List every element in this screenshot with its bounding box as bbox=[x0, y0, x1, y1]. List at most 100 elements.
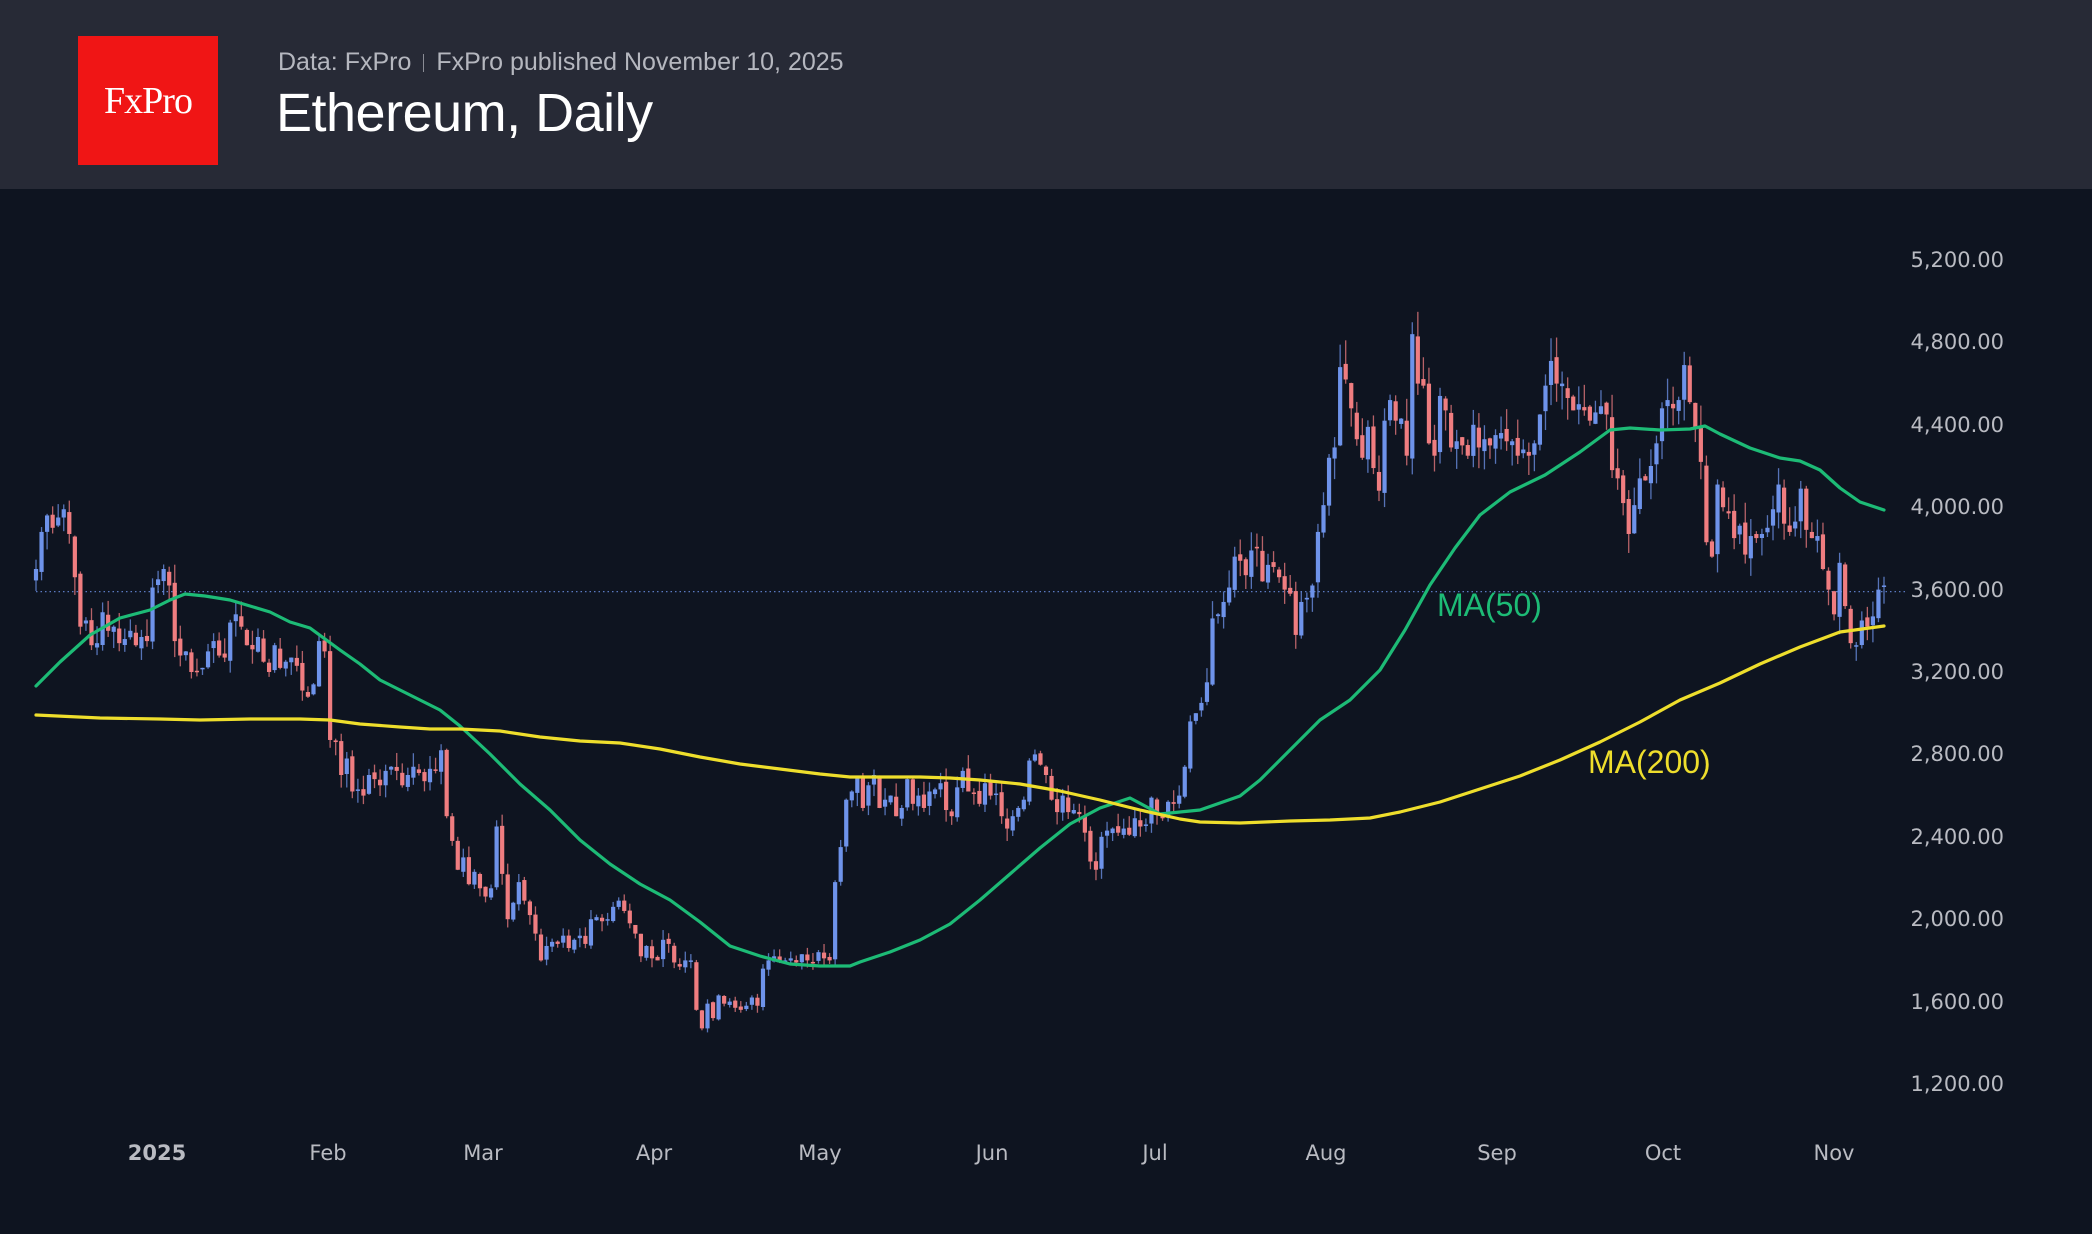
candle bbox=[1032, 749, 1038, 763]
candle bbox=[1038, 750, 1043, 766]
candle bbox=[1005, 808, 1010, 842]
candle bbox=[1598, 390, 1604, 415]
candle bbox=[1182, 765, 1187, 799]
candle bbox=[788, 951, 793, 964]
candle bbox=[516, 873, 521, 911]
candle bbox=[1471, 409, 1476, 468]
candle bbox=[577, 928, 582, 948]
candle bbox=[422, 768, 427, 792]
candle bbox=[1060, 788, 1065, 821]
candle bbox=[1132, 808, 1137, 838]
candle bbox=[333, 738, 338, 756]
candle bbox=[993, 783, 999, 806]
candle bbox=[810, 953, 816, 970]
candle bbox=[1271, 551, 1276, 573]
candle bbox=[1082, 805, 1087, 842]
candle bbox=[461, 848, 466, 878]
candle bbox=[505, 863, 510, 928]
candle bbox=[1848, 605, 1853, 649]
candle bbox=[921, 781, 927, 812]
candle bbox=[1776, 468, 1781, 529]
candle bbox=[39, 527, 44, 581]
candle bbox=[1837, 552, 1842, 635]
candle bbox=[1404, 398, 1409, 466]
x-tick-label: Mar bbox=[463, 1141, 503, 1165]
candle bbox=[1582, 384, 1587, 416]
candle bbox=[50, 506, 55, 534]
candle bbox=[760, 964, 766, 1011]
candle bbox=[1088, 826, 1093, 870]
candle bbox=[977, 780, 982, 807]
candle bbox=[1021, 796, 1026, 812]
candle bbox=[1387, 394, 1393, 426]
candle bbox=[888, 795, 893, 805]
candle bbox=[1682, 351, 1687, 421]
candle bbox=[294, 645, 299, 672]
candle bbox=[1437, 387, 1443, 464]
candle bbox=[1593, 400, 1598, 425]
x-tick-label: Sep bbox=[1477, 1141, 1517, 1165]
candle bbox=[655, 955, 660, 961]
candle bbox=[627, 903, 632, 929]
candle bbox=[672, 942, 677, 969]
candle bbox=[344, 751, 349, 788]
candle bbox=[477, 872, 483, 897]
candle bbox=[738, 1001, 743, 1013]
candle bbox=[1637, 458, 1642, 515]
candle bbox=[1698, 405, 1703, 480]
candle bbox=[660, 930, 666, 968]
candle bbox=[799, 954, 804, 970]
x-tick-label: Aug bbox=[1305, 1141, 1347, 1165]
candle bbox=[72, 535, 77, 595]
candle bbox=[1443, 396, 1448, 431]
candle bbox=[966, 755, 971, 792]
candle bbox=[649, 939, 655, 968]
source-line: Data: FxPro FxPro published November 10,… bbox=[278, 48, 844, 77]
candle bbox=[1221, 591, 1226, 629]
candle bbox=[860, 772, 865, 812]
candle bbox=[111, 625, 116, 649]
candle bbox=[250, 630, 255, 664]
candle bbox=[1349, 382, 1354, 427]
candle bbox=[1576, 386, 1581, 425]
candle bbox=[278, 637, 283, 670]
candle bbox=[1049, 768, 1054, 801]
candle bbox=[844, 798, 849, 852]
y-tick-label: 3,200.00 bbox=[1910, 660, 2004, 684]
candle bbox=[1831, 590, 1837, 621]
candle bbox=[1743, 502, 1748, 564]
candle bbox=[710, 1001, 716, 1021]
ma200-line bbox=[34, 624, 1886, 825]
candle bbox=[916, 788, 921, 816]
candle bbox=[455, 836, 460, 871]
candle bbox=[1665, 378, 1670, 429]
candle bbox=[1127, 816, 1132, 836]
candle bbox=[1693, 402, 1698, 443]
candle bbox=[988, 773, 993, 800]
candle bbox=[300, 650, 305, 701]
candle bbox=[1099, 831, 1104, 879]
data-source: Data: FxPro bbox=[278, 48, 412, 76]
y-tick-label: 2,800.00 bbox=[1910, 742, 2004, 767]
candle bbox=[500, 814, 505, 885]
candle bbox=[1720, 481, 1726, 512]
candle bbox=[1748, 519, 1753, 576]
candle bbox=[1820, 522, 1826, 571]
candle bbox=[1260, 536, 1265, 582]
candle bbox=[511, 901, 516, 922]
x-tick-label: May bbox=[798, 1141, 842, 1165]
candle bbox=[1565, 377, 1570, 420]
candle bbox=[1315, 523, 1321, 598]
candle bbox=[211, 633, 216, 663]
candle bbox=[1604, 401, 1609, 430]
candle bbox=[1854, 642, 1859, 661]
candle bbox=[1704, 455, 1709, 546]
candle bbox=[289, 657, 294, 675]
candle bbox=[1521, 439, 1526, 459]
chart-title: Ethereum, Daily bbox=[276, 83, 653, 143]
candle bbox=[533, 906, 538, 941]
candle bbox=[283, 659, 288, 677]
candle bbox=[1016, 806, 1021, 822]
candle bbox=[1654, 435, 1659, 484]
candle bbox=[1587, 404, 1592, 426]
